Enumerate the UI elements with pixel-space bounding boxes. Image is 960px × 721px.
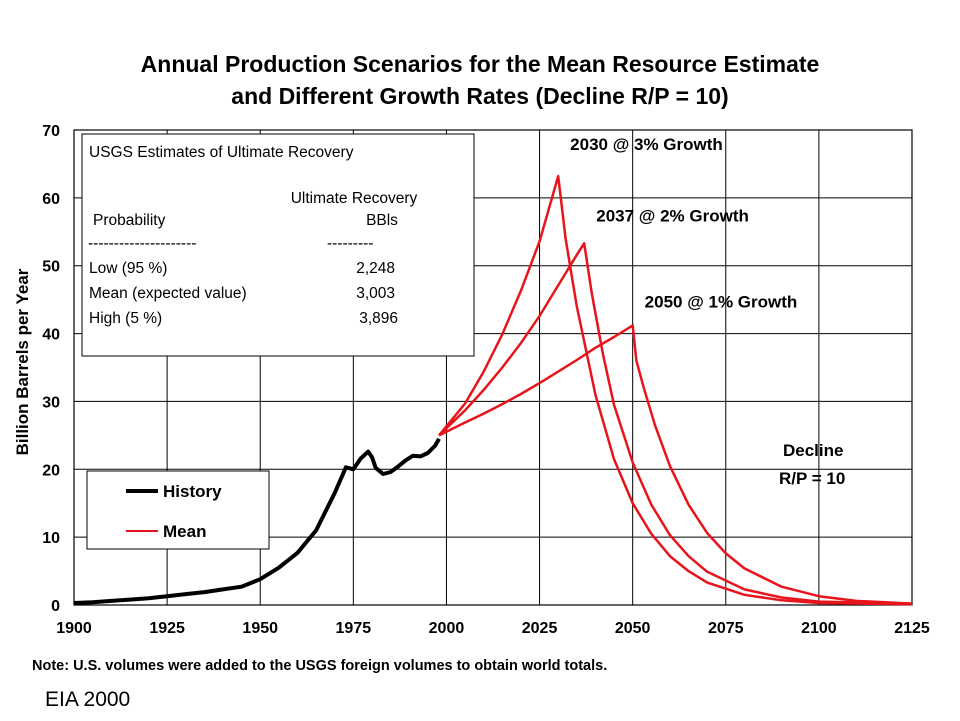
usgs-table-title: USGS Estimates of Ultimate Recovery	[89, 144, 354, 161]
chart-subtitle: and Different Growth Rates (Decline R/P …	[231, 83, 728, 109]
y-tick-label: 70	[42, 123, 60, 140]
usgs-col-header-top: Ultimate Recovery	[291, 190, 418, 207]
legend-label-history: History	[163, 482, 222, 501]
series-line-history	[73, 437, 441, 605]
y-tick-label: 60	[42, 191, 60, 208]
usgs-dashes-right: ---------	[327, 235, 373, 252]
legend-box	[86, 470, 270, 550]
x-tick-label: 2000	[429, 620, 465, 637]
y-tick-label: 20	[42, 462, 60, 479]
gridlines	[73, 129, 913, 606]
y-tick-label: 40	[42, 327, 60, 344]
y-axis-label: Billion Barrels per Year	[13, 268, 32, 455]
series-lines	[73, 174, 913, 606]
usgs-row-label: Low (95 %)	[89, 260, 167, 277]
usgs-table: USGS Estimates of Ultimate Recovery Ulti…	[81, 133, 475, 357]
annotation-label: Decline	[783, 441, 843, 460]
x-tick-label: 2125	[894, 620, 930, 637]
legend: History Mean	[86, 470, 270, 550]
usgs-row-value: 2,248	[356, 260, 395, 277]
usgs-table-box	[81, 133, 475, 357]
x-tick-label: 2050	[615, 620, 651, 637]
y-tick-label: 0	[51, 598, 60, 615]
legend-label-mean: Mean	[163, 522, 206, 541]
series-line-mean	[438, 174, 913, 606]
x-tick-label: 1975	[336, 620, 372, 637]
x-tick-label: 1900	[56, 620, 92, 637]
annotation-label: 2050 @ 1% Growth	[645, 292, 798, 311]
series-line-mean	[438, 324, 913, 605]
usgs-dashes-left: ---------------------	[88, 235, 196, 252]
x-tick-label: 2075	[708, 620, 744, 637]
chart-note: Note: U.S. volumes were added to the USG…	[32, 658, 607, 674]
usgs-row-value: 3,003	[356, 285, 395, 302]
annotation-label: R/P = 10	[779, 469, 845, 488]
y-tick-label: 50	[42, 259, 60, 276]
usgs-col-header-probability: Probability	[93, 212, 166, 229]
series-line-mean	[438, 242, 913, 605]
x-tick-label: 2025	[522, 620, 558, 637]
annotation-label: 2030 @ 3% Growth	[570, 135, 723, 154]
usgs-row-label: High (5 %)	[89, 310, 162, 327]
tick-labels: 1900 1925 1950 1975 2000 2025 2050 2075 2100 2125…	[42, 123, 930, 637]
usgs-row-label: Mean (expected value)	[89, 285, 247, 302]
usgs-row-value: 3,896	[359, 310, 398, 327]
y-tick-label: 10	[42, 530, 60, 547]
x-tick-label: 2100	[801, 620, 837, 637]
y-tick-label: 30	[42, 394, 60, 411]
annotations: 2030 @ 3% Growth 2037 @ 2% Growth 2050 @ 1…	[570, 135, 845, 488]
annotation-label: 2037 @ 2% Growth	[596, 206, 749, 225]
x-tick-label: 1950	[242, 620, 278, 637]
source-label: EIA 2000	[45, 688, 130, 711]
x-tick-label: 1925	[149, 620, 185, 637]
usgs-col-header-bbls: BBls	[366, 212, 398, 229]
chart-title: Annual Production Scenarios for the Mean…	[141, 51, 820, 77]
